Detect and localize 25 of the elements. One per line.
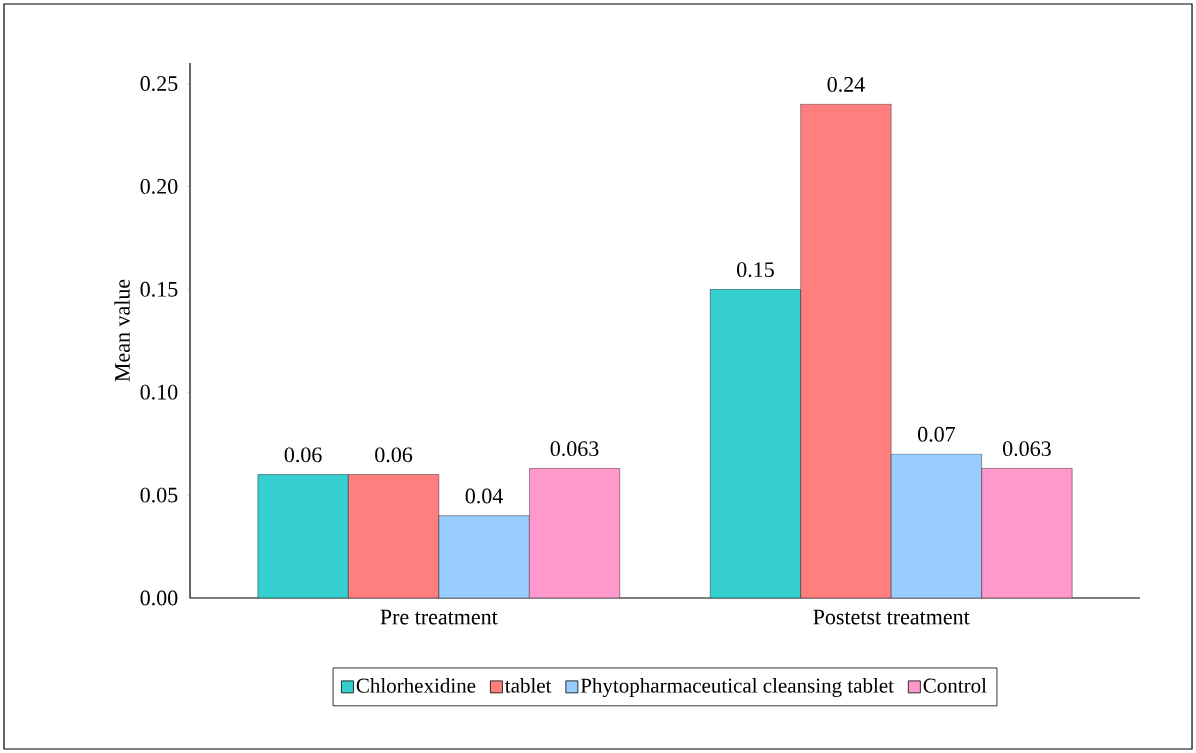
y-tick-label: 0.00 [140, 590, 178, 606]
bar [348, 474, 440, 598]
data-label: 0.06 [284, 447, 322, 463]
data-label: 0.06 [375, 447, 413, 463]
data-label: 0.07 [918, 426, 956, 442]
y-tick-label: 0.05 [140, 487, 178, 503]
y-tick-label: 0.20 [140, 178, 178, 194]
y-tick-label: 0.10 [140, 384, 178, 400]
bar [891, 453, 982, 598]
y-tick-label: 0.25 [140, 76, 178, 92]
y-axis-title: Mean value [114, 279, 130, 382]
x-tick-label: Postetst treatment [813, 609, 970, 625]
legend-label: Chlorhexidine [356, 677, 476, 693]
bar [800, 103, 892, 598]
bar [438, 515, 530, 598]
data-label: 0.15 [737, 262, 774, 278]
legend-label: tablet [505, 677, 552, 693]
legend-label: Phytopharmaceutical cleansing tablet [580, 677, 894, 698]
legend-label: Control [923, 677, 987, 693]
y-tick-label: 0.15 [140, 281, 178, 297]
data-label: 0.24 [827, 77, 865, 92]
data-label: 0.04 [465, 488, 503, 504]
data-label: 0.063 [1003, 441, 1051, 457]
x-tick-label: Pre treatment [380, 609, 498, 625]
data-label: 0.063 [550, 441, 599, 457]
